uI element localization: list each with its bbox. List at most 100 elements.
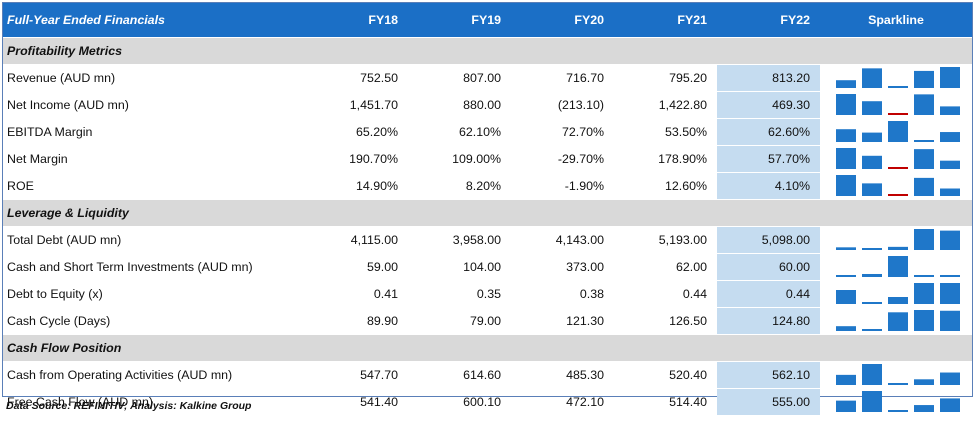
sparkline-cell	[820, 388, 972, 415]
sparkline-bar	[888, 256, 908, 277]
sparkline-bar	[836, 290, 856, 304]
sparkline-bar	[836, 275, 856, 277]
sparkline-bar	[940, 230, 960, 250]
sparkline-cell	[820, 226, 972, 254]
value-cell-fy18: 89.90	[303, 307, 408, 335]
value-cell-fy20: 716.70	[511, 64, 614, 92]
value-cell-fy18: 1,451.70	[303, 91, 408, 119]
row-label: Cash Cycle (Days)	[3, 307, 303, 335]
value-cell-fy22: 57.70%	[717, 145, 820, 173]
value-cell-fy19: 62.10%	[408, 118, 511, 146]
value-cell-fy20: 4,143.00	[511, 226, 614, 254]
value-cell-fy18: 14.90%	[303, 172, 408, 200]
section-title: Profitability Metrics	[3, 37, 972, 65]
section-row: Cash Flow Position	[3, 334, 972, 362]
value-cell-fy18: 59.00	[303, 253, 408, 281]
value-cell-fy20: -29.70%	[511, 145, 614, 173]
value-cell-fy22: 124.80	[717, 307, 820, 335]
sparkline-bar	[862, 248, 882, 250]
row-label: Debt to Equity (x)	[3, 280, 303, 308]
value-cell-fy21: 178.90%	[614, 145, 717, 173]
sparkline-bar	[862, 391, 882, 412]
sparkline-cell	[820, 307, 972, 335]
financials-table: Full-Year Ended Financials FY18 FY19 FY2…	[3, 3, 972, 415]
sparkline-bar	[914, 310, 934, 331]
sparkline-cell	[820, 64, 972, 92]
sparkline-bar	[836, 94, 856, 115]
table-row: EBITDA Margin 65.20% 62.10% 72.70% 53.50% 62.…	[3, 118, 972, 146]
sparkline-chart	[836, 364, 960, 385]
table-row: Cash and Short Term Investments (AUD mn)…	[3, 253, 972, 281]
value-cell-fy19: 8.20%	[408, 172, 511, 200]
row-label: Total Debt (AUD mn)	[3, 226, 303, 254]
sparkline-bar	[940, 188, 960, 196]
value-cell-fy19: 79.00	[408, 307, 511, 335]
sparkline-bar	[914, 405, 934, 412]
row-label: Revenue (AUD mn)	[3, 64, 303, 92]
table-body: Profitability Metrics Revenue (AUD mn) 752…	[3, 37, 972, 415]
sparkline-bar	[940, 132, 960, 142]
col-header-fy18: FY18	[303, 3, 408, 38]
value-cell-fy20: 373.00	[511, 253, 614, 281]
value-cell-fy18: 0.41	[303, 280, 408, 308]
sparkline-bar	[940, 160, 960, 169]
value-cell-fy21: 520.40	[614, 361, 717, 389]
sparkline-bar	[862, 364, 882, 385]
value-cell-fy19: 3,958.00	[408, 226, 511, 254]
data-source-note: Data Source: REFINITIV; Analysis: Kalkin…	[6, 400, 252, 412]
sparkline-bar	[940, 106, 960, 115]
sparkline-bar	[888, 113, 908, 115]
sparkline-bar	[862, 329, 882, 331]
sparkline-cell	[820, 172, 972, 200]
value-cell-fy21: 62.00	[614, 253, 717, 281]
sparkline-bar	[888, 312, 908, 331]
sparkline-bar	[914, 149, 934, 169]
sparkline-bar	[914, 70, 934, 88]
value-cell-fy19: 104.00	[408, 253, 511, 281]
value-cell-fy20: 472.10	[511, 388, 614, 415]
value-cell-fy20: 121.30	[511, 307, 614, 335]
col-header-fy20: FY20	[511, 3, 614, 38]
value-cell-fy22: 469.30	[717, 91, 820, 119]
table-title: Full-Year Ended Financials	[3, 3, 303, 38]
sparkline-bar	[862, 183, 882, 196]
table-row: Free Cash Flow (AUD mn) 541.40 600.10 472.1…	[3, 388, 972, 415]
row-label: Net Income (AUD mn)	[3, 91, 303, 119]
row-label: ROE	[3, 172, 303, 200]
col-header-sparkline: Sparkline	[820, 3, 972, 38]
table-row: Net Income (AUD mn) 1,451.70 880.00 (213.10…	[3, 91, 972, 119]
value-cell-fy19: 600.10	[408, 388, 511, 415]
value-cell-fy18: 541.40	[303, 388, 408, 415]
value-cell-fy22: 555.00	[717, 388, 820, 415]
header-row: Full-Year Ended Financials FY18 FY19 FY2…	[3, 3, 972, 38]
sparkline-cell	[820, 145, 972, 173]
sparkline-cell	[820, 361, 972, 389]
value-cell-fy18: 65.20%	[303, 118, 408, 146]
sparkline-bar	[836, 80, 856, 88]
sparkline-bar	[940, 67, 960, 88]
value-cell-fy21: 5,193.00	[614, 226, 717, 254]
value-cell-fy22: 5,098.00	[717, 226, 820, 254]
sparkline-bar	[914, 177, 934, 196]
sparkline-chart	[836, 94, 960, 115]
table-row: Total Debt (AUD mn) 4,115.00 3,958.00 4,143…	[3, 226, 972, 254]
sparkline-chart	[836, 67, 960, 88]
sparkline-cell	[820, 280, 972, 308]
value-cell-fy22: 60.00	[717, 253, 820, 281]
col-header-fy22: FY22	[717, 3, 820, 38]
section-title: Cash Flow Position	[3, 334, 972, 362]
value-cell-fy21: 0.44	[614, 280, 717, 308]
sparkline-chart	[836, 283, 960, 304]
value-cell-fy21: 514.40	[614, 388, 717, 415]
value-cell-fy21: 1,422.80	[614, 91, 717, 119]
value-cell-fy18: 4,115.00	[303, 226, 408, 254]
sparkline-bar	[862, 101, 882, 115]
value-cell-fy22: 813.20	[717, 64, 820, 92]
value-cell-fy21: 53.50%	[614, 118, 717, 146]
sparkline-bar	[914, 379, 934, 385]
sparkline-bar	[940, 372, 960, 385]
sparkline-bar	[888, 194, 908, 196]
sparkline-bar	[888, 121, 908, 142]
sparkline-chart	[836, 310, 960, 331]
value-cell-fy21: 12.60%	[614, 172, 717, 200]
